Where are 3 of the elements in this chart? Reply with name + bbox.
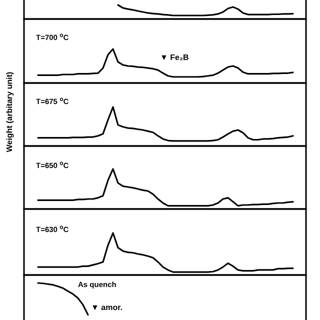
annotation: ▼ Fe₂B [160, 53, 190, 62]
y-axis-title: Weight (arbitary unit) [5, 72, 14, 152]
text: ▼ amor. [91, 303, 122, 312]
